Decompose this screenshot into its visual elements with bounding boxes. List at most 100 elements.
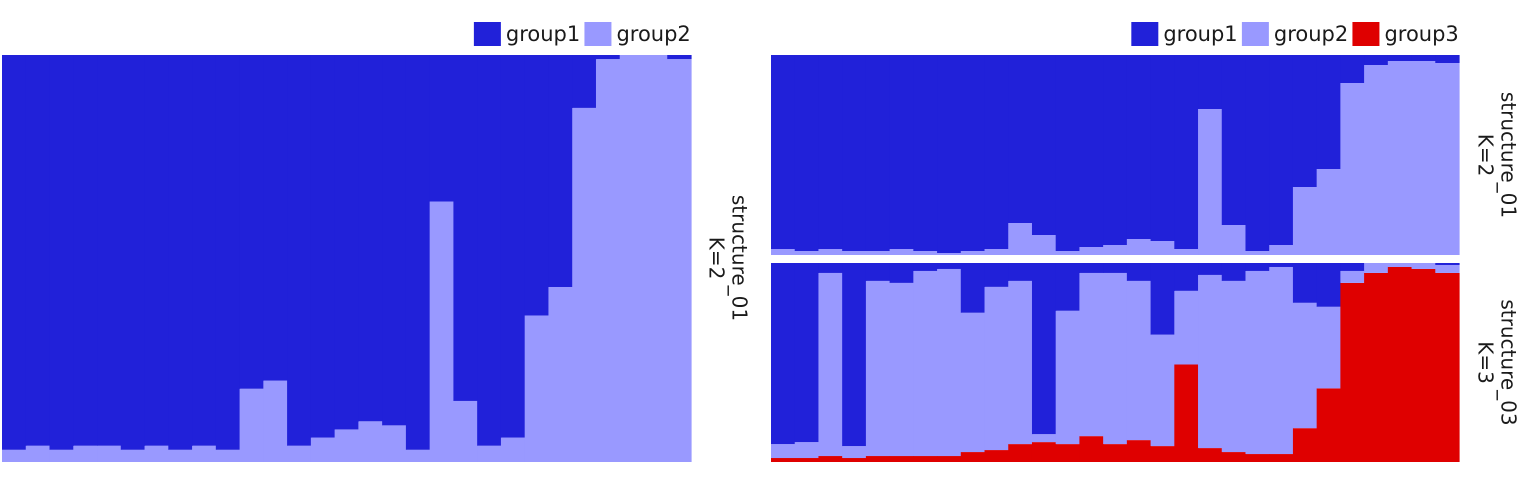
- right-chart-facet-2-bar-group2-18: [1174, 290, 1199, 365]
- right-chart-facet-2-bar-group2-17: [1150, 334, 1175, 447]
- left-chart-legend-label-group1: group1: [506, 22, 580, 46]
- right-chart-facet-1-bar-group1-6: [889, 55, 914, 249]
- left-chart-bar-group2-1: [2, 449, 27, 462]
- right-chart-facet-1-bar-group2-5: [865, 251, 891, 255]
- right-chart-facet-2-bar-group2-26: [1364, 263, 1389, 273]
- right-chart-facet-2-bar-group2-4: [842, 446, 867, 459]
- right-chart-facet-2-bar-group1-5: [865, 263, 891, 281]
- right-chart-facet-2-panel: [771, 263, 1460, 462]
- right-chart-facet-2-bar-group3-11: [1008, 444, 1033, 462]
- right-chart-facet-2-bar-group1-14: [1079, 263, 1104, 273]
- left-chart-bar-group1-26: [595, 55, 621, 60]
- right-chart-facet-2-bar-group1-9: [960, 263, 986, 313]
- left-chart-bar-group1-16: [358, 55, 383, 422]
- right-chart-facet-2-bar-group3-6: [889, 456, 914, 462]
- right-chart-facet-2-bar-group1-1: [771, 263, 796, 445]
- right-chart-facet-2-bar-group1-2: [794, 263, 820, 443]
- right-chart-facet-2-bar-group1-17: [1150, 263, 1175, 335]
- right-chart-facet-2-strip-line-2: K=3: [1474, 341, 1498, 384]
- right-chart-legend-label-group1: group1: [1163, 22, 1237, 46]
- left-chart-bar-group1-14: [310, 55, 336, 438]
- right-chart-facet-2-bar-group3-22: [1269, 454, 1294, 462]
- right-chart-facet-2-bar-group3-29: [1435, 272, 1460, 462]
- right-chart-facet-2-bar-group3-7: [913, 456, 938, 462]
- right-chart-facet-2-bar-group2-21: [1245, 270, 1270, 455]
- left-chart-strip-line-2: K=2: [705, 237, 729, 280]
- right-chart-facet-2-bar-group3-10: [984, 450, 1009, 462]
- right-chart-legend-key-group2: [1241, 22, 1269, 46]
- left-chart-bar-group1-3: [49, 55, 74, 450]
- right-chart-facet-1-bar-group1-28: [1411, 55, 1436, 61]
- left-chart-bar-group1-11: [239, 55, 264, 389]
- right-chart-facet-2-bar-group2-5: [865, 280, 891, 457]
- left-chart-bar-group1-9: [192, 55, 217, 446]
- right-chart-facet-1-bar-group1-18: [1174, 55, 1199, 249]
- right-chart-facet-2-bar-group3-2: [794, 458, 820, 462]
- right-chart-facet-1-bar-group2-2: [794, 251, 820, 255]
- right-chart-facet-2-bar-group1-3: [818, 263, 843, 273]
- left-chart-bar-group1-18: [405, 55, 431, 450]
- right-chart-facet-2-bar-group3-3: [818, 456, 843, 462]
- right-chart-facet-1-bar-group1-29: [1435, 55, 1460, 63]
- right-chart-facet-2-bar-group1-10: [984, 263, 1009, 287]
- left-chart-legend-key-group1: [473, 22, 501, 46]
- left-chart-bar-group2-3: [49, 449, 74, 462]
- left-chart-bar-group2-6: [120, 449, 146, 462]
- right-chart-facet-1-bar-group2-1: [771, 249, 796, 255]
- right-chart-facet-2-bar-group1-25: [1340, 263, 1365, 271]
- right-chart-facet-2-bar-group3-24: [1316, 388, 1341, 462]
- right-chart-facet-2-bar-group1-12: [1031, 263, 1057, 435]
- left-chart-bar-group2-4: [73, 445, 98, 462]
- right-chart-facet-1-bar-group2-3: [818, 249, 843, 255]
- right-chart-facet-1-bar-group2-19: [1198, 109, 1223, 255]
- right-chart-facet-1-bar-group2-22: [1269, 245, 1294, 255]
- left-chart-bar-group1-2: [25, 55, 51, 446]
- right-chart-facet-1-bar-group1-23: [1292, 55, 1318, 187]
- left-chart-bar-group2-7: [144, 445, 169, 462]
- right-chart-facet-1-bar-group1-21: [1245, 55, 1270, 251]
- right-chart-facet-1-bar-group1-13: [1055, 55, 1081, 251]
- right-chart-facet-1-bar-group1-8: [937, 55, 962, 253]
- left-chart-legend-key-group2: [584, 22, 612, 46]
- right-chart-facet-2-bar-group1-29: [1435, 263, 1460, 265]
- right-chart-legend: group1 group2 group3: [1131, 22, 1459, 46]
- right-chart-facet-1-bar-group2-7: [913, 251, 938, 255]
- left-chart-bar-group1-23: [524, 55, 550, 316]
- left-chart-bar-group2-17: [382, 425, 407, 462]
- right-chart-facet-1-bar-group2-12: [1031, 235, 1057, 255]
- right-chart-facet-1-bar-group2-11: [1008, 223, 1033, 255]
- right-chart-facet-1-bar-group2-10: [984, 249, 1009, 255]
- right-chart-facet-1-bar-group1-5: [865, 55, 891, 251]
- left-chart-bar-group1-24: [548, 55, 573, 287]
- right-chart-facet-2-bar-group3-18: [1174, 364, 1199, 462]
- right-chart-facet-1-bar-group1-9: [960, 55, 986, 251]
- right-chart-legend-label-group3: group3: [1384, 22, 1458, 46]
- left-chart-bar-group1-21: [477, 55, 502, 446]
- left-chart-bar-group2-21: [477, 445, 502, 462]
- right-chart-facet-2-bar-group3-5: [865, 456, 891, 462]
- right-chart-facet-1-strip-line-1: structure_01: [1497, 92, 1521, 218]
- right-chart-facet-2-bar-group3-1: [771, 458, 796, 462]
- right-chart-facet-2-bar-group3-23: [1292, 428, 1318, 462]
- right-chart-facet-2-bar-group2-11: [1008, 280, 1033, 445]
- right-chart-facet-1-bar-group2-6: [889, 249, 914, 255]
- left-chart-strip-label: structure_01K=2: [705, 195, 752, 321]
- right-chart-facet-2-bar-group3-4: [842, 458, 867, 462]
- left-chart-bar-group2-18: [405, 449, 431, 462]
- right-chart-facet-2-bar-group1-8: [937, 263, 962, 269]
- right-chart-facet-2-bar-group1-7: [913, 263, 938, 271]
- left-chart-bar-group2-15: [334, 429, 359, 462]
- left-chart-legend: group1 group2: [473, 22, 691, 46]
- left-chart-bar-group2-5: [97, 445, 122, 462]
- left-chart-bar-group1-19: [429, 55, 455, 202]
- right-chart-facet-2-bar-group2-22: [1269, 266, 1294, 455]
- right-chart-facet-1-bar-group2-8: [937, 253, 962, 255]
- right-chart-facet-1-bar-group1-11: [1008, 55, 1033, 223]
- right-chart-facet-1-bar-group2-21: [1245, 251, 1270, 255]
- left-chart-bar-group1-8: [168, 55, 193, 450]
- right-chart-facet-1-strip-label: structure_01K=2: [1474, 92, 1521, 218]
- right-chart-facet-1-bar-group1-14: [1079, 55, 1104, 247]
- right-chart-facet-2-bar-group3-14: [1079, 436, 1104, 462]
- right-chart-facet-2-bar-group1-13: [1055, 263, 1081, 311]
- right-chart-facet-2-bar-group2-3: [818, 272, 843, 457]
